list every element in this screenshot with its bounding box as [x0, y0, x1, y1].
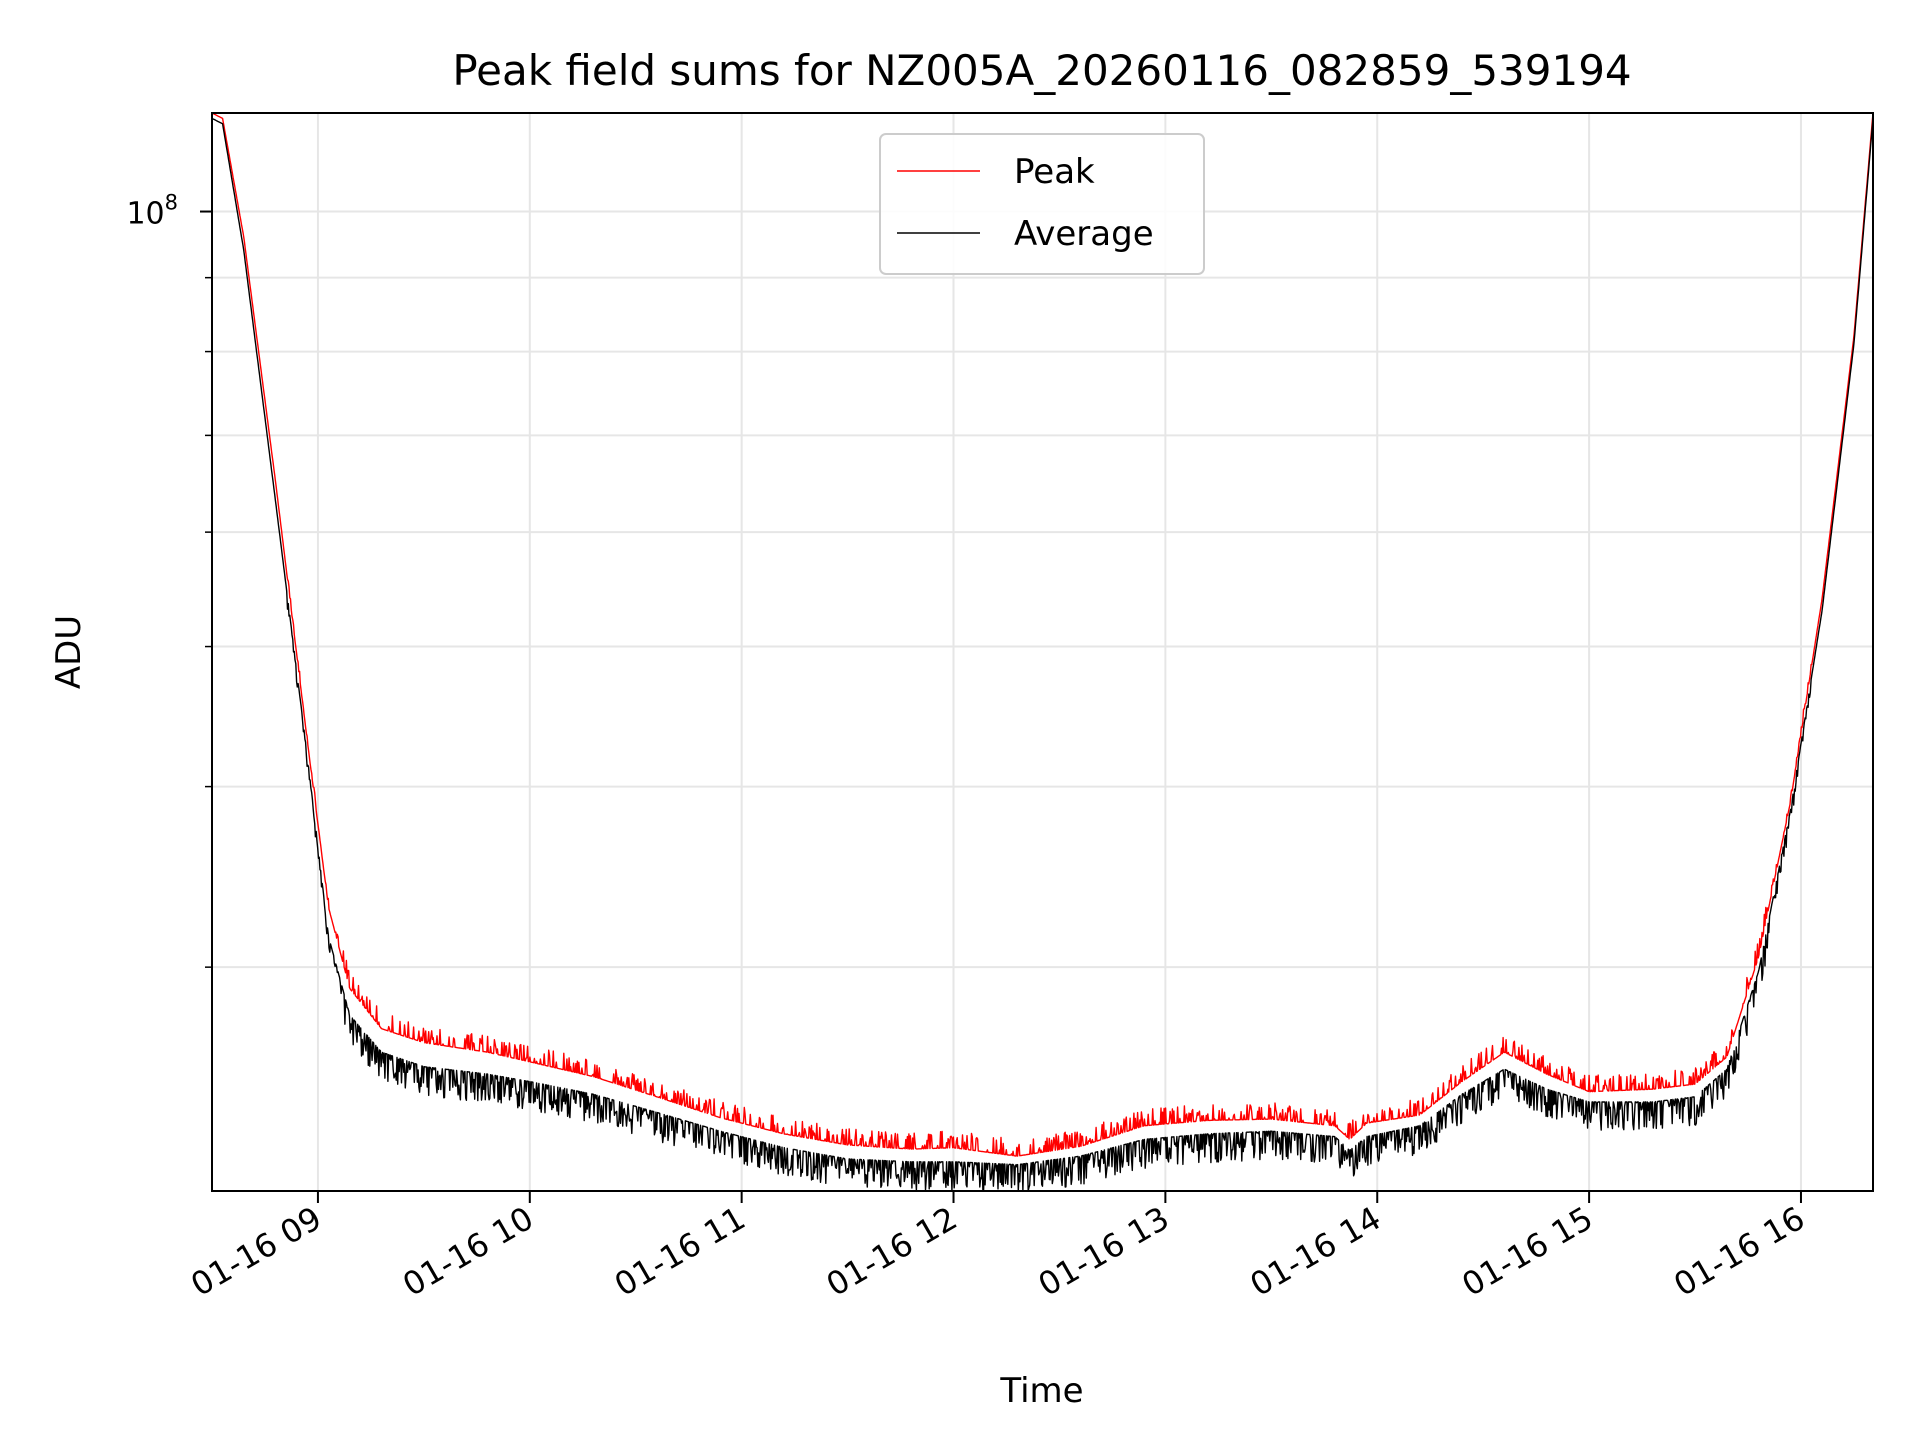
plot-frame [211, 112, 1874, 1192]
y-tick-base: 10 [126, 197, 164, 232]
grid-lines [212, 113, 1873, 1191]
legend-box [879, 133, 1205, 275]
y-tick-label-1e8: 108 [126, 191, 178, 232]
chart-title: Peak field sums for NZ005A_20260116_0828… [452, 46, 1631, 95]
series-lines [212, 113, 1873, 1191]
x-axis-label: Time [999, 1371, 1083, 1411]
y-axis-label: ADU [49, 615, 89, 689]
series-line-peak [212, 113, 1873, 1157]
series-line-average [212, 117, 1873, 1191]
legend-label-peak: Peak [1014, 152, 1095, 192]
legend-label-average: Average [1014, 214, 1154, 254]
legend: Peak Average [879, 133, 1205, 275]
y-tick-exponent: 8 [165, 191, 178, 215]
axis-ticks [200, 210, 1802, 1203]
